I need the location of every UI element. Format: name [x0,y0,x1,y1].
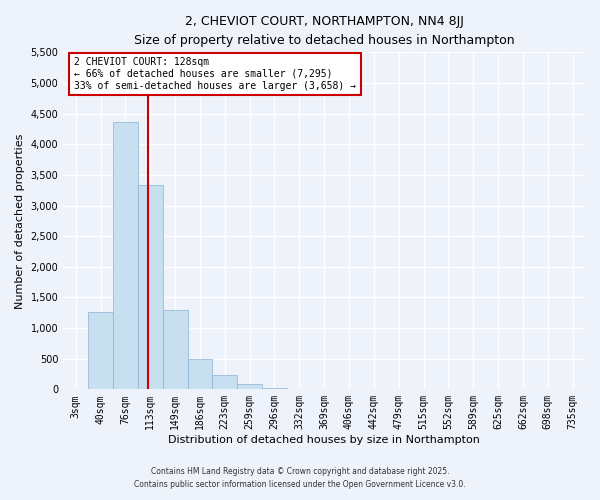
Y-axis label: Number of detached properties: Number of detached properties [15,133,25,308]
Bar [262,388,287,390]
Bar [163,310,188,390]
Bar [138,186,163,390]
Text: Contains HM Land Registry data © Crown copyright and database right 2025.
Contai: Contains HM Land Registry data © Crown c… [134,468,466,489]
Bar [237,384,262,390]
Bar [88,312,113,390]
Bar [113,122,138,390]
X-axis label: Distribution of detached houses by size in Northampton: Distribution of detached houses by size … [168,435,480,445]
Text: 2 CHEVIOT COURT: 128sqm
← 66% of detached houses are smaller (7,295)
33% of semi: 2 CHEVIOT COURT: 128sqm ← 66% of detache… [74,58,356,90]
Bar [212,375,237,390]
Bar [188,358,212,390]
Title: 2, CHEVIOT COURT, NORTHAMPTON, NN4 8JJ
Size of property relative to detached hou: 2, CHEVIOT COURT, NORTHAMPTON, NN4 8JJ S… [134,15,514,47]
